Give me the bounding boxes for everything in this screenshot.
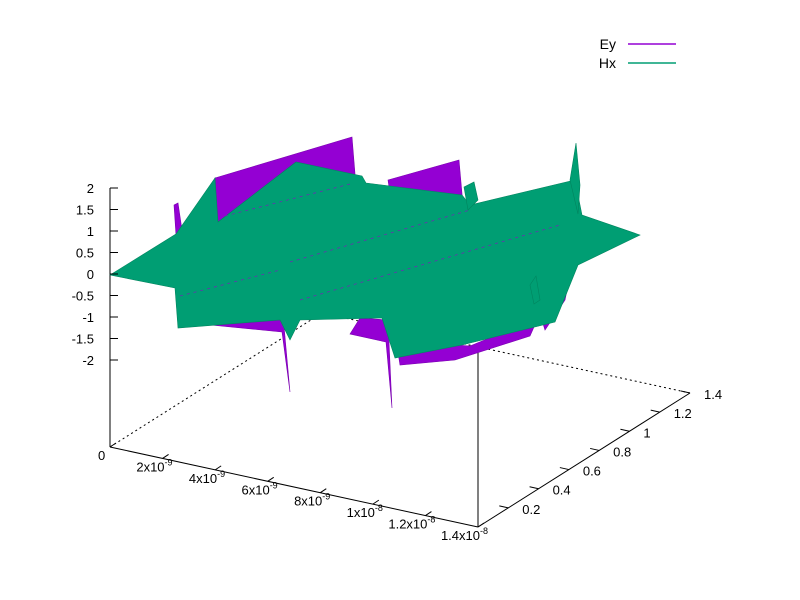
legend-label-ey: Ey — [600, 36, 616, 52]
y-tick-label: 0.8 — [613, 444, 631, 459]
legend-label-hx: Hx — [599, 55, 616, 71]
y-tick-label: 0.2 — [522, 502, 540, 517]
legend: Ey Hx — [599, 36, 676, 71]
x-axis-line — [109, 446, 479, 528]
z-tick-label: 1 — [87, 224, 94, 239]
y-tick-label: 1.2 — [674, 406, 692, 421]
x-tick-exponent: -9 — [322, 492, 330, 502]
y-tick-mark — [529, 486, 539, 490]
y-tick-mark — [559, 467, 569, 471]
x-tick-mark — [372, 499, 380, 505]
x-tick-base: 1.2x10 — [388, 517, 427, 532]
x-tick-mark — [109, 442, 117, 448]
x-tick-label: 1x10-8 — [347, 503, 383, 520]
hx-spike — [463, 181, 479, 211]
x-tick-base: 1.4x10 — [441, 528, 480, 543]
x-tick-label: 6x10-9 — [241, 480, 277, 497]
x-tick-exponent: -8 — [480, 526, 488, 536]
hx-main-sheet — [109, 161, 641, 359]
z-tick-label: -0.5 — [72, 289, 94, 304]
z-tick-label: 2 — [87, 181, 94, 196]
x-tick-mark — [477, 522, 485, 528]
x-tick-mark — [162, 454, 169, 459]
z-tick-label: -2 — [82, 353, 94, 368]
x-tick-label: 8x10-9 — [294, 492, 330, 509]
x-tick-base: 6x10 — [241, 482, 269, 497]
hx-spike — [529, 275, 541, 305]
z-tick-label: 0.5 — [76, 246, 94, 261]
x-tick-label: 2x10-9 — [136, 457, 172, 474]
x-axis-ticks: 02x10-94x10-96x10-98x10-91x10-81.2x10-81… — [98, 442, 488, 543]
z-tick-label: 0 — [87, 267, 94, 282]
y-axis-line — [477, 392, 691, 528]
x-tick-base: 0 — [98, 448, 105, 463]
x-tick-mark — [267, 476, 274, 482]
mesh-line — [289, 209, 471, 263]
x-tick-mark — [214, 465, 222, 471]
x-tick-exponent: -9 — [217, 469, 225, 479]
x-tick-mark — [320, 488, 327, 494]
ey-panel — [349, 317, 393, 409]
y-tick-label: 0.6 — [583, 464, 601, 479]
y-tick-mark — [680, 390, 691, 394]
x-tick-base: 1x10 — [347, 505, 375, 520]
ey-panel — [395, 317, 539, 366]
x-tick-base: 2x10 — [136, 459, 164, 474]
x-tick-exponent: -9 — [270, 480, 278, 490]
y-tick-label: 1 — [643, 425, 650, 440]
z-tick-label: 1.5 — [76, 203, 94, 218]
x-tick-label: 1.4x10-8 — [441, 526, 488, 543]
z-tick-label: -1.5 — [72, 332, 94, 347]
z-axis-ticks: 2 1.5 1 0.5 0 -0.5 -1 -1.5 -2 — [72, 181, 118, 368]
hx-surface — [109, 142, 641, 359]
x-tick-exponent: -8 — [375, 503, 383, 513]
x-tick-exponent: -8 — [427, 515, 435, 525]
mesh-lines — [179, 183, 561, 301]
y-tick-mark — [590, 447, 600, 451]
x-tick-mark — [425, 511, 432, 516]
mesh-line — [299, 224, 561, 301]
x-tick-exponent: -9 — [165, 457, 173, 467]
y-tick-label: 0.4 — [553, 483, 571, 498]
mesh-line — [224, 183, 351, 217]
x-tick-base: 4x10 — [189, 471, 217, 486]
x-tick-label: 0 — [98, 448, 105, 463]
y-tick-mark — [620, 428, 630, 432]
y-tick-label: 1.4 — [704, 387, 722, 402]
x-tick-label: 1.2x10-8 — [388, 515, 435, 532]
mesh-line — [179, 269, 281, 297]
y-axis-ticks: 0.2 0.4 0.6 0.8 1 1.2 1.4 — [499, 387, 722, 517]
y-tick-mark — [650, 409, 660, 413]
x-tick-base: 8x10 — [294, 494, 322, 509]
x-tick-label: 4x10-9 — [189, 469, 225, 486]
z-tick-label: -1 — [82, 310, 94, 325]
hx-spike — [569, 142, 581, 215]
y-tick-mark — [499, 505, 509, 509]
back-edge-y — [109, 312, 323, 448]
